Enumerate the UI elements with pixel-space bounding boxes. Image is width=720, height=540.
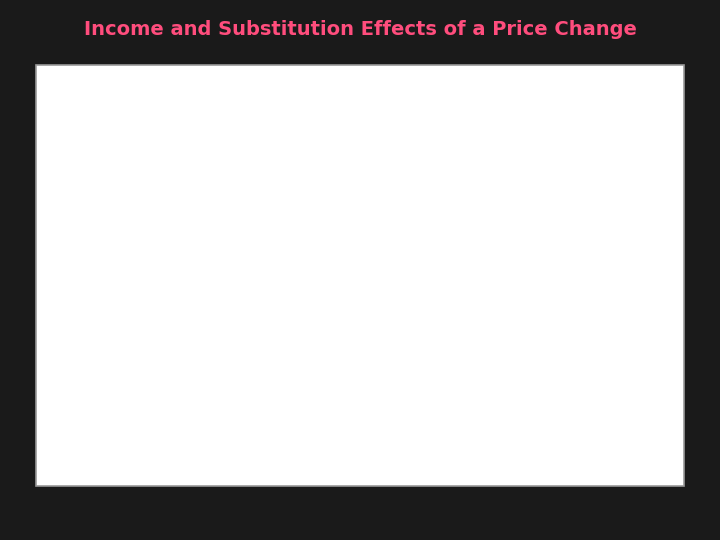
Text: REAL INCOME: REAL INCOME [294, 393, 400, 407]
Text: SUBSTITUTION: SUBSTITUTION [302, 148, 418, 163]
FancyArrowPatch shape [151, 280, 278, 361]
Text: CHANGE IN: CHANGE IN [304, 363, 390, 377]
Text: CHANGE: CHANGE [541, 233, 606, 247]
FancyArrowPatch shape [171, 192, 541, 247]
Text: Income and Substitution Effects of a Price Change: Income and Substitution Effects of a Pri… [84, 20, 636, 39]
Text: X: X [597, 271, 606, 281]
Text: Two ways in which a price change affects quantity demanded: Two ways in which a price change affects… [112, 91, 608, 106]
Text: IN Q: IN Q [547, 262, 581, 276]
Text: X: X [156, 271, 165, 281]
Text: EFFECT: EFFECT [331, 178, 389, 192]
Text: IN P: IN P [107, 262, 140, 276]
Text: INCOME EFFECT: INCOME EFFECT [284, 422, 410, 436]
Text: CHANGE: CHANGE [101, 233, 166, 247]
FancyArrowPatch shape [405, 281, 549, 361]
